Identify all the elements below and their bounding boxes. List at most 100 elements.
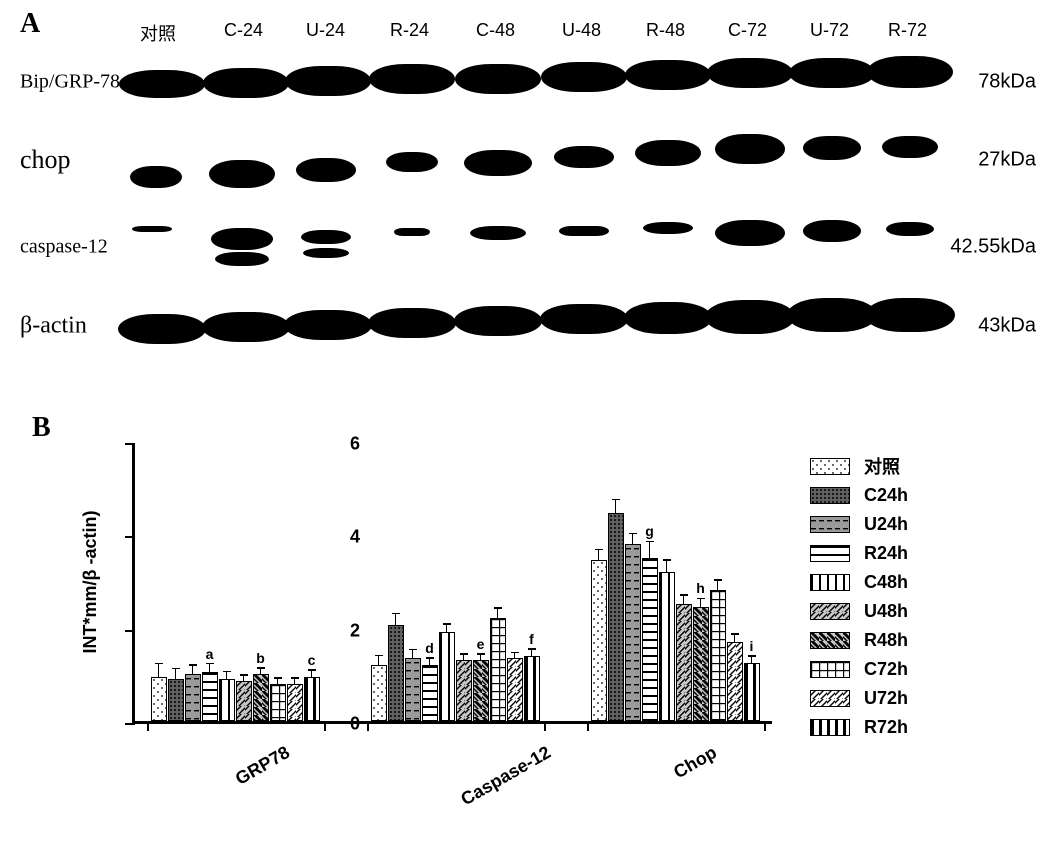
errorbar-cap bbox=[375, 655, 383, 657]
band bbox=[470, 226, 526, 240]
lane-header: C-24 bbox=[224, 20, 263, 41]
ytick bbox=[125, 723, 135, 725]
errorbar bbox=[294, 678, 296, 684]
band bbox=[625, 60, 711, 90]
bar bbox=[456, 660, 472, 721]
errorbar-cap bbox=[748, 655, 756, 657]
band bbox=[886, 222, 934, 236]
errorbar bbox=[412, 650, 414, 658]
sig-label: g bbox=[645, 523, 654, 539]
legend-text: R48h bbox=[864, 630, 908, 651]
errorbar bbox=[378, 656, 380, 665]
errorbar-cap bbox=[172, 668, 180, 670]
ytick-label: 4 bbox=[350, 527, 360, 548]
bar bbox=[710, 590, 726, 721]
bar bbox=[168, 679, 184, 721]
legend-text: U72h bbox=[864, 688, 908, 709]
errorbar-cap bbox=[629, 533, 637, 535]
lane-header: R-48 bbox=[646, 20, 685, 41]
errorbar-cap bbox=[189, 664, 197, 666]
row-label-chop: chop bbox=[20, 145, 71, 175]
band bbox=[211, 228, 273, 250]
legend-swatch bbox=[810, 603, 850, 620]
legend-text: U24h bbox=[864, 514, 908, 535]
sig-label: a bbox=[206, 646, 214, 662]
errorbar-cap bbox=[392, 613, 400, 615]
lane-area bbox=[140, 298, 930, 354]
errorbar bbox=[598, 550, 600, 560]
sig-label: e bbox=[477, 636, 485, 652]
legend-swatch bbox=[810, 487, 850, 504]
lane-area bbox=[140, 218, 930, 276]
errorbar bbox=[734, 634, 736, 641]
errorbar bbox=[175, 669, 177, 679]
legend-item: R72h bbox=[810, 713, 1000, 741]
legend-item: R24h bbox=[810, 539, 1000, 567]
chart-area: abcdefghi bbox=[132, 444, 772, 724]
legend-swatch bbox=[810, 458, 850, 475]
xtick bbox=[324, 721, 326, 731]
xtick bbox=[587, 721, 589, 731]
row-size-chop: 27kDa bbox=[978, 149, 1036, 172]
errorbar-cap bbox=[511, 652, 519, 654]
row-label-caspase12: caspase-12 bbox=[20, 236, 108, 259]
sig-label: b bbox=[256, 650, 265, 666]
legend-item: C24h bbox=[810, 481, 1000, 509]
errorbar-cap bbox=[206, 663, 214, 665]
lane-header: U-24 bbox=[306, 20, 345, 41]
errorbar bbox=[531, 649, 533, 656]
errorbar-cap bbox=[494, 607, 502, 609]
band bbox=[394, 228, 430, 236]
band bbox=[215, 252, 269, 266]
errorbar bbox=[717, 580, 719, 590]
legend-swatch bbox=[810, 690, 850, 707]
sig-label: d bbox=[425, 640, 434, 656]
legend-text: U48h bbox=[864, 601, 908, 622]
bar bbox=[727, 642, 743, 721]
panel-b-label: B bbox=[32, 412, 51, 444]
legend-swatch bbox=[810, 574, 850, 591]
legend-text: R24h bbox=[864, 543, 908, 564]
legend-text: 对照 bbox=[864, 453, 900, 479]
errorbar-cap bbox=[663, 559, 671, 561]
band bbox=[705, 300, 795, 334]
band bbox=[296, 158, 356, 182]
legend-item: C48h bbox=[810, 568, 1000, 596]
band bbox=[119, 70, 205, 98]
errorbar bbox=[514, 652, 516, 658]
errorbar-cap bbox=[409, 649, 417, 651]
band bbox=[368, 308, 456, 338]
bar bbox=[439, 632, 455, 721]
lane-header: C-48 bbox=[476, 20, 515, 41]
band bbox=[635, 140, 701, 166]
legend-swatch bbox=[810, 516, 850, 533]
bar bbox=[304, 677, 320, 721]
band bbox=[882, 136, 938, 158]
band bbox=[787, 298, 877, 332]
band bbox=[541, 62, 627, 92]
errorbar bbox=[429, 658, 431, 665]
bar bbox=[405, 658, 421, 721]
bar bbox=[202, 672, 218, 721]
legend-text: R72h bbox=[864, 717, 908, 738]
errorbar bbox=[649, 541, 651, 557]
band bbox=[202, 312, 290, 342]
band bbox=[540, 304, 628, 334]
sig-label: c bbox=[308, 652, 316, 668]
band bbox=[803, 136, 861, 160]
lane-header: R-24 bbox=[390, 20, 429, 41]
errorbar-cap bbox=[731, 633, 739, 635]
errorbar bbox=[683, 595, 685, 604]
row-label-grp78: Bip/GRP-78 bbox=[20, 71, 120, 94]
ytick-label: 0 bbox=[350, 714, 360, 735]
legend-text: C24h bbox=[864, 485, 908, 506]
bar bbox=[422, 665, 438, 721]
band bbox=[284, 310, 372, 340]
errorbar bbox=[260, 668, 262, 675]
band bbox=[789, 58, 875, 88]
bar bbox=[371, 665, 387, 721]
bar bbox=[693, 607, 709, 721]
errorbar bbox=[243, 675, 245, 682]
band bbox=[464, 150, 532, 176]
legend-item: U24h bbox=[810, 510, 1000, 538]
